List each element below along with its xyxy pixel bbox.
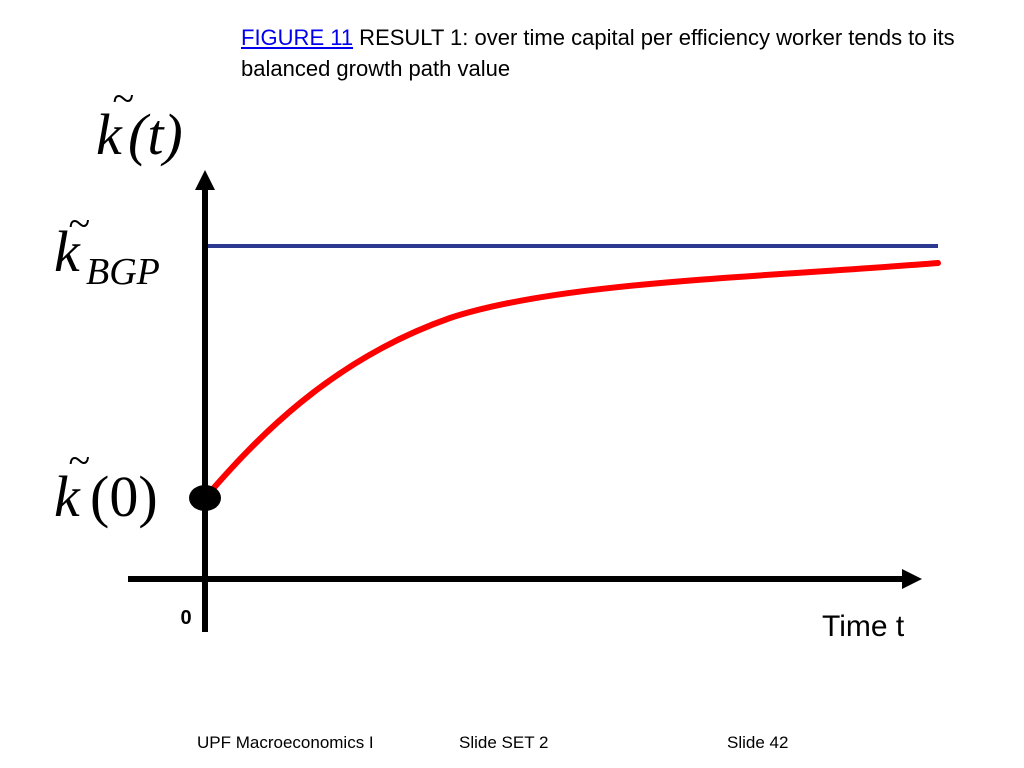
title-text: RESULT 1: over time capital per efficien… xyxy=(241,25,955,81)
initial-point-marker xyxy=(189,485,221,511)
bgp-label-symbol: k xyxy=(54,219,81,284)
footer-slide-number: Slide 42 xyxy=(727,733,789,752)
x-axis-label: Time t xyxy=(822,610,905,643)
x-axis-arrow xyxy=(902,569,922,589)
footer-course: UPF Macroeconomics I xyxy=(197,733,374,752)
bgp-label-tilde: ~ xyxy=(68,201,90,246)
initial-label-tilde: ~ xyxy=(68,438,90,483)
bgp-label-subscript: BGP xyxy=(86,251,160,293)
figure-link[interactable]: FIGURE 11 xyxy=(241,25,354,50)
y-axis-arrow xyxy=(195,170,215,190)
y-axis-label-tilde: ~ xyxy=(112,76,134,121)
y-axis-label-arg: (t) xyxy=(128,102,183,167)
y-axis-label: ~ k (t) xyxy=(96,76,183,167)
initial-label-arg: (0) xyxy=(90,464,158,529)
initial-label-symbol: k xyxy=(54,464,81,529)
y-axis-label-symbol: k xyxy=(96,102,123,167)
bgp-label: ~ k BGP xyxy=(54,201,160,293)
capital-path-curve xyxy=(202,260,941,501)
initial-label: ~ k (0) xyxy=(54,438,158,529)
slide-title: FIGURE 11 RESULT 1: over time capital pe… xyxy=(241,22,1001,84)
footer-set: Slide SET 2 xyxy=(459,733,549,752)
origin-label: 0 xyxy=(180,607,191,629)
